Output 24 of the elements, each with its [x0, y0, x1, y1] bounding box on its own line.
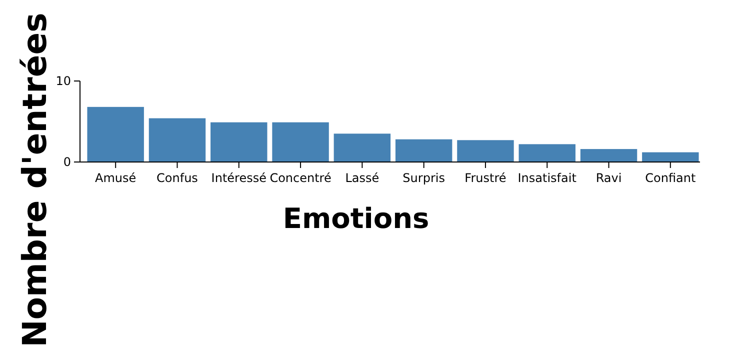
- bar: [395, 139, 452, 162]
- bar: [457, 140, 514, 162]
- bar: [580, 149, 638, 162]
- bar: [334, 134, 391, 162]
- x-tick-label: Lassé: [345, 171, 380, 185]
- x-tick-label: Intéressé: [211, 171, 266, 185]
- x-tick-label: Amusé: [95, 171, 136, 185]
- bar: [642, 152, 699, 162]
- x-tick-label: Confiant: [645, 171, 696, 185]
- bar: [210, 122, 268, 162]
- bar: [272, 122, 329, 162]
- x-tick-label: Insatisfait: [518, 171, 577, 185]
- bar: [87, 106, 144, 162]
- x-tick-label: Confus: [156, 171, 198, 185]
- y-tick-label: 0: [63, 155, 71, 170]
- x-tick-label: Surpris: [402, 171, 445, 185]
- y-axis-title: Nombre d'entrées: [15, 12, 54, 348]
- x-axis-title: Emotions: [282, 202, 430, 235]
- x-tick-label: Frustré: [464, 171, 506, 185]
- y-tick-label: 10: [56, 74, 71, 88]
- x-tick-label: Ravi: [596, 171, 622, 185]
- bar: [518, 144, 576, 162]
- bar: [148, 118, 206, 162]
- x-tick-label: Concentré: [270, 171, 332, 185]
